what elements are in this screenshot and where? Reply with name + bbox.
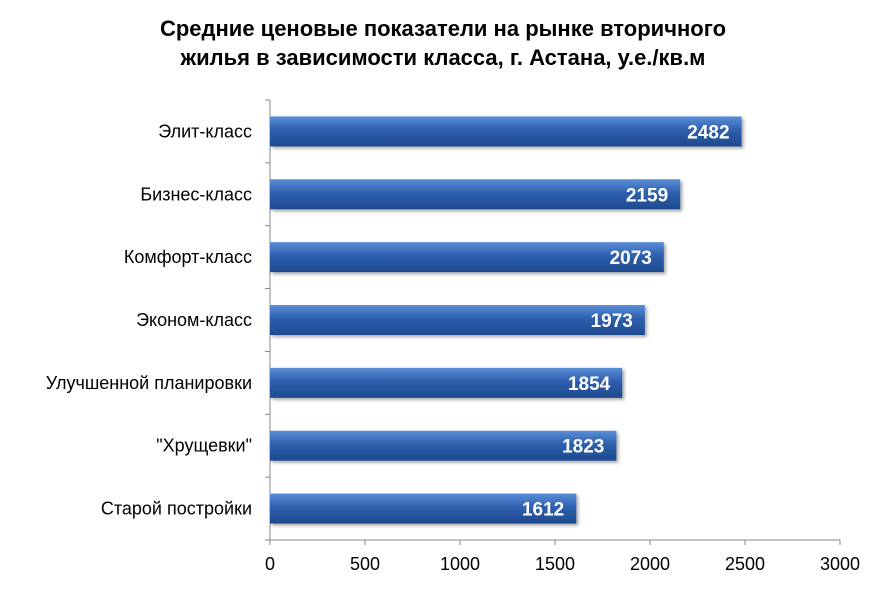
data-label: 2159 [626,185,668,206]
chart-title-line-2: жилья в зависимости класса, г. Астана, у… [180,45,706,70]
x-tick-label: 2000 [630,554,670,574]
data-label: 2073 [610,248,652,269]
chart-title: Средние ценовые показатели на рынке втор… [0,14,886,72]
bar-layer [270,116,742,524]
label-layer: 0 500 1000 1500 2000 2500 3000 Элит-класс 2482 Би… [46,121,860,574]
bar [270,179,681,210]
category-label: Элит-класс [158,121,252,141]
data-label: 2482 [687,122,729,143]
x-tick-label: 2500 [725,554,765,574]
bar [270,305,645,335]
chart-title-line-1: Средние ценовые показатели на рынке втор… [159,16,727,41]
category-label: Улучшенной планировки [46,373,252,393]
x-tick-label: 0 [265,554,275,574]
category-label: Комфорт-класс [124,247,252,267]
category-label: "Хрущевки" [156,436,252,456]
x-tick-label: 3000 [820,554,860,574]
category-label: Эконом-класс [136,310,252,330]
category-label: Старой постройки [101,499,252,519]
data-label: 1612 [522,500,564,521]
bar [270,430,617,461]
data-label: 1973 [591,311,633,332]
bar [270,367,623,398]
data-label: 1854 [568,374,611,395]
bar [270,493,577,524]
bar [270,116,742,147]
category-label: Бизнес-класс [140,184,252,204]
data-label: 1823 [562,437,604,458]
bar [270,242,664,273]
x-tick-label: 500 [350,554,380,574]
x-tick-label: 1000 [440,554,480,574]
x-tick-label: 1500 [535,554,575,574]
